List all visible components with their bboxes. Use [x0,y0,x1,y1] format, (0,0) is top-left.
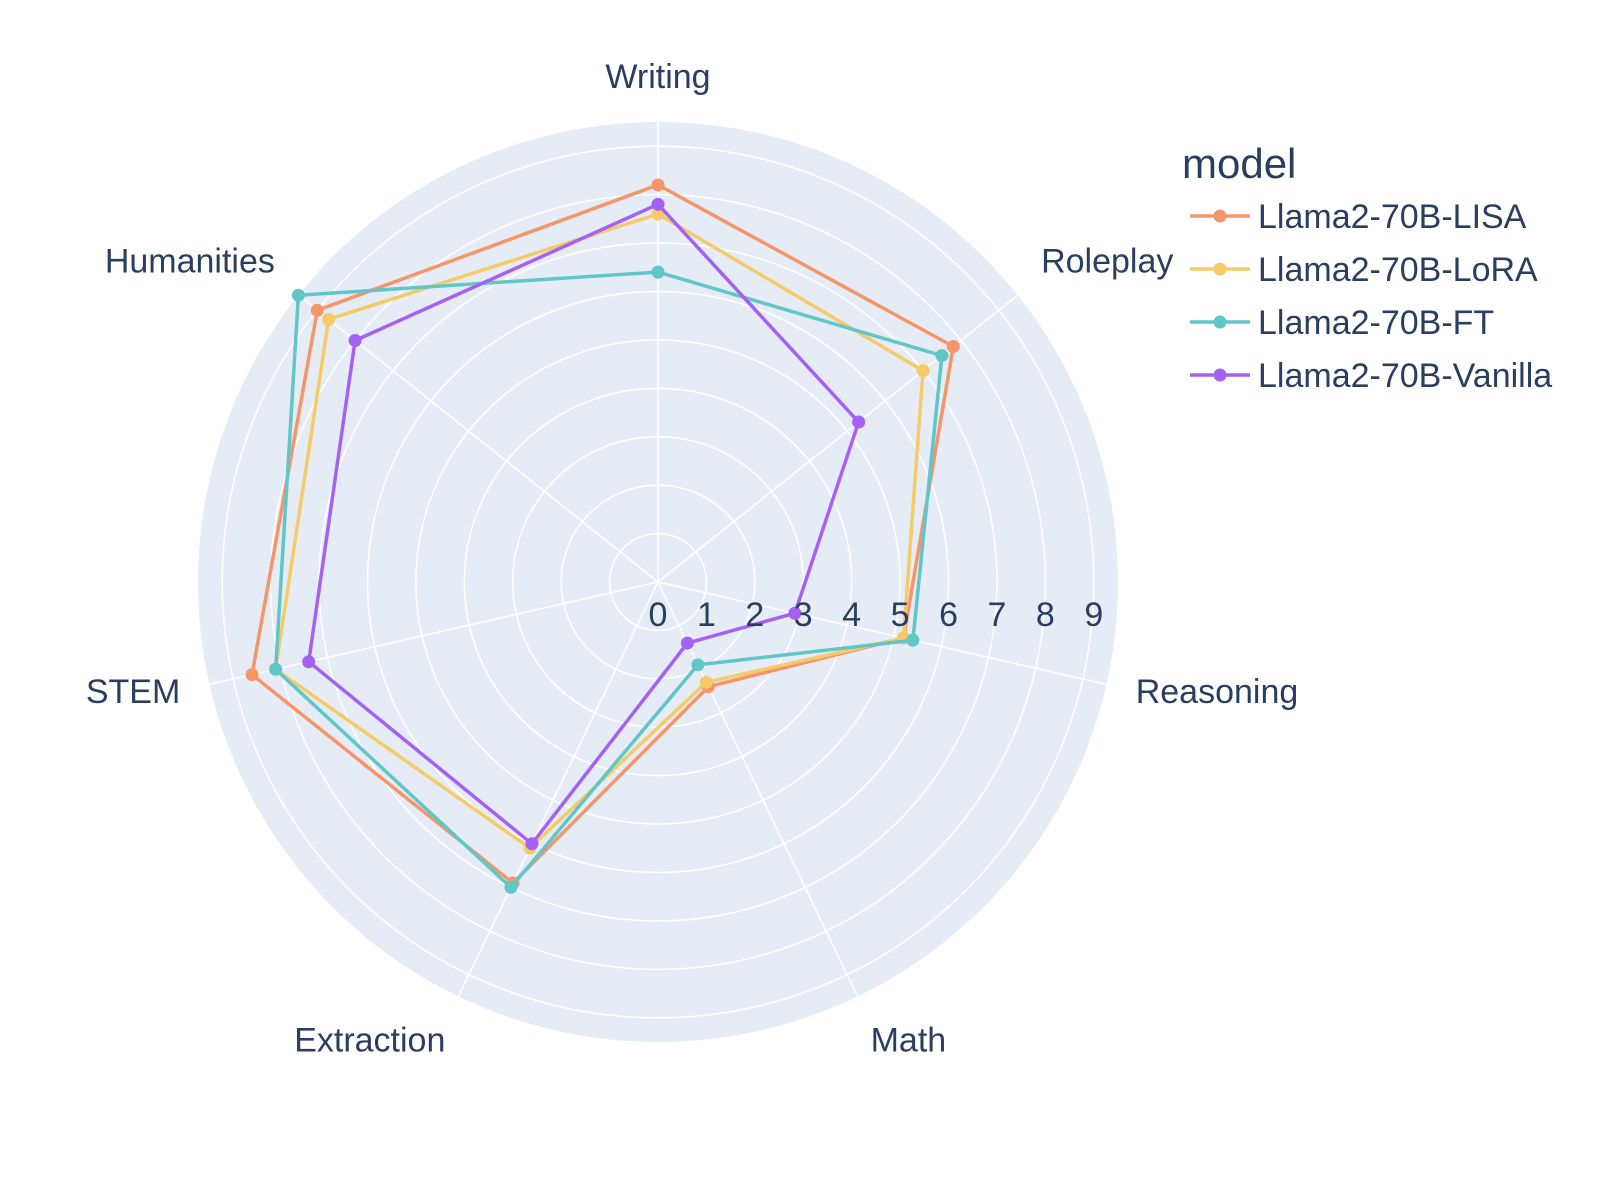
legend-swatch-marker-llama2-70b-vanilla [1213,368,1227,382]
legend-title: model [1182,140,1296,187]
radial-tick-label-6: 6 [939,596,958,634]
point-llama2-70b-vanilla-humanities [348,333,362,347]
category-label-writing: Writing [605,58,710,96]
point-llama2-70b-vanilla-extraction [525,837,539,851]
category-label-stem: STEM [86,673,180,711]
point-llama2-70b-ft-roleplay [935,349,949,363]
spoke-math [657,581,859,997]
point-llama2-70b-ft-writing [651,265,665,279]
series-line-llama2-70b-lisa [250,183,956,885]
polar-grid [209,122,1107,1019]
category-label-reasoning: Reasoning [1136,673,1299,711]
series-llama2-70b-ft [269,265,949,894]
legend-label-llama2-70b-lisa: Llama2-70B-LISA [1258,198,1527,236]
legend-label-llama2-70b-lora: Llama2-70B-LoRA [1258,251,1538,289]
point-llama2-70b-ft-reasoning [906,633,920,647]
legend-item-llama2-70b-lora[interactable]: Llama2-70B-LoRA [1190,251,1538,289]
point-llama2-70b-lora-humanities [322,312,336,326]
point-llama2-70b-vanilla-math [680,636,694,650]
point-llama2-70b-vanilla-stem [302,655,316,669]
point-llama2-70b-lora-writing [651,207,665,221]
series-layer [245,178,960,894]
point-llama2-70b-lisa-stem [245,668,259,682]
category-label-humanities: Humanities [105,242,275,280]
legend-swatch-marker-llama2-70b-lisa [1213,209,1227,223]
spoke-stem [209,581,659,686]
point-llama2-70b-ft-stem [269,662,283,676]
category-label-math: Math [871,1021,947,1059]
legend-item-llama2-70b-vanilla[interactable]: Llama2-70B-Vanilla [1190,357,1552,395]
category-labels: Writing Roleplay Reasoning Math Extraction ST… [86,58,1298,1059]
radial-tick-label-2: 2 [745,596,764,634]
legend[interactable]: model Llama2-70B-LISA Llama2-70B-LoRA Llam… [1182,140,1552,395]
radial-tick-label-5: 5 [891,596,910,634]
series-llama2-70b-vanilla [302,197,866,851]
radial-tick-label-0: 0 [649,596,668,634]
series-line-llama2-70b-lora [273,212,925,850]
point-llama2-70b-lisa-roleplay [946,340,960,354]
radial-tick-label-4: 4 [842,596,861,634]
point-llama2-70b-vanilla-writing [651,197,665,211]
point-llama2-70b-ft-humanities [291,288,305,302]
point-llama2-70b-lisa-humanities [310,303,324,317]
series-line-llama2-70b-ft [273,270,944,890]
series-llama2-70b-lisa [245,178,960,890]
radial-tick-label-8: 8 [1036,596,1055,634]
radial-tick-label-7: 7 [987,596,1006,634]
category-label-extraction: Extraction [294,1021,445,1059]
radial-tick-label-1: 1 [697,596,716,634]
legend-swatch-marker-llama2-70b-lora [1213,262,1227,276]
legend-item-llama2-70b-lisa[interactable]: Llama2-70B-LISA [1190,198,1527,236]
point-llama2-70b-vanilla-reasoning [788,606,802,620]
point-llama2-70b-lora-roleplay [916,364,930,378]
point-llama2-70b-lisa-writing [651,178,665,192]
spoke-extraction [457,581,659,997]
radial-tick-label-9: 9 [1084,596,1103,634]
series-line-llama2-70b-vanilla [306,202,861,846]
legend-label-llama2-70b-vanilla: Llama2-70B-Vanilla [1258,357,1552,395]
legend-label-llama2-70b-ft: Llama2-70B-FT [1258,304,1494,342]
point-llama2-70b-lora-math [699,675,713,689]
spoke-reasoning [657,581,1107,686]
radial-tick-label-3: 3 [794,596,813,634]
point-llama2-70b-ft-math [691,658,705,672]
legend-swatch-marker-llama2-70b-ft [1213,315,1227,329]
point-llama2-70b-vanilla-roleplay [852,415,866,429]
category-label-roleplay: Roleplay [1041,242,1173,280]
legend-item-llama2-70b-ft[interactable]: Llama2-70B-FT [1190,304,1494,342]
point-llama2-70b-ft-extraction [504,880,518,894]
